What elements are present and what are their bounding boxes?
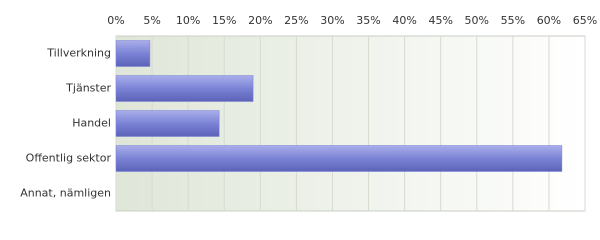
y-tick-label: Handel (72, 117, 111, 130)
x-tick-label: 20% (248, 14, 272, 27)
x-tick-label: 10% (176, 14, 200, 27)
chart: 0% 5% 10% 15% 20% 25% 30% 35% 40% 45% 50% 55% 60% 65%… (20, 14, 597, 212)
x-tick-label: 35% (356, 14, 380, 27)
bar (115, 75, 254, 102)
x-tick-label: 60% (537, 14, 561, 27)
x-tick-label: 65% (573, 14, 597, 27)
x-tick-label: 5% (143, 14, 160, 27)
x-tick-label: 40% (392, 14, 416, 27)
x-tick-label: 45% (428, 14, 452, 27)
bar (115, 110, 220, 137)
bar (115, 145, 563, 172)
x-tick-label: 0% (107, 14, 124, 27)
y-tick-label: Annat, nämligen (20, 187, 111, 200)
x-tick-label: 55% (501, 14, 525, 27)
y-tick-label: Tjänster (65, 82, 111, 95)
y-tick-label: Tillverkning (46, 47, 111, 60)
y-tick-label: Offentlig sektor (26, 152, 112, 165)
x-tick-label: 25% (284, 14, 308, 27)
bar (115, 40, 151, 67)
x-tick-label: 50% (465, 14, 489, 27)
x-tick-label: 15% (212, 14, 236, 27)
x-tick-label: 30% (320, 14, 344, 27)
